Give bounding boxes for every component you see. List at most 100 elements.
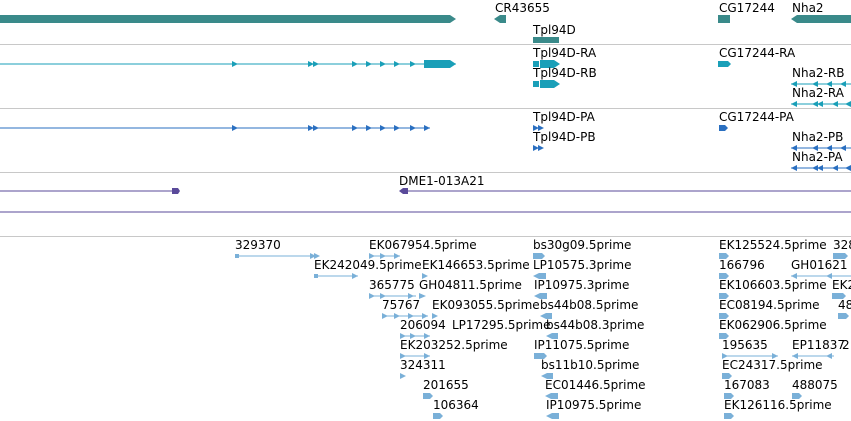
rna-label[interactable]: Tpl94D-RA <box>532 46 597 60</box>
gene-label[interactable]: Tpl94D <box>532 23 576 37</box>
est-feature[interactable] <box>369 293 416 299</box>
est-label[interactable]: EP11837 <box>792 338 845 352</box>
est-label[interactable]: 206094 <box>400 318 446 332</box>
rna-feature-tpl94d-rb[interactable] <box>533 80 560 88</box>
est-label[interactable]: EK106603.5prime <box>719 278 827 292</box>
est-label[interactable]: GH01621 <box>791 258 848 272</box>
est-feature[interactable] <box>724 393 734 399</box>
clone-feature-dme1[interactable] <box>399 188 408 194</box>
protein-feature-cg17244-pa[interactable] <box>719 125 728 131</box>
gene-feature-tpl94d[interactable] <box>533 37 559 43</box>
est-feature[interactable] <box>314 273 358 279</box>
est-feature[interactable] <box>719 293 729 299</box>
est-label[interactable]: EK093055.5prime <box>432 298 540 312</box>
est-label[interactable]: 166796 <box>719 258 765 272</box>
est-label[interactable]: 75767 <box>382 298 420 312</box>
est-label[interactable]: bs44b08.3prime <box>546 318 644 332</box>
gene-feature-cr43655[interactable] <box>494 15 506 23</box>
est-feature[interactable] <box>400 353 430 359</box>
rna-feature-tpl94d-ra[interactable] <box>533 60 560 68</box>
est-label[interactable]: EC01446.5prime <box>545 378 646 392</box>
est-feature[interactable] <box>422 273 428 279</box>
est-feature[interactable] <box>832 293 846 299</box>
rna-label[interactable]: Tpl94D-RB <box>532 66 597 80</box>
protein-label[interactable]: Nha2-PB <box>792 130 843 144</box>
est-feature[interactable] <box>382 313 428 319</box>
est-label[interactable]: EK125524.5prime <box>719 238 827 252</box>
est-feature[interactable] <box>724 413 734 419</box>
gene-feature-nha2[interactable] <box>791 15 851 23</box>
est-label[interactable]: 48 <box>838 298 851 312</box>
est-label[interactable]: 2 <box>842 338 850 352</box>
est-feature[interactable] <box>433 413 443 419</box>
est-feature[interactable] <box>534 293 547 299</box>
gene-label[interactable]: CG17244 <box>719 1 775 15</box>
est-feature[interactable] <box>540 313 552 319</box>
est-feature[interactable] <box>838 313 849 319</box>
est-label[interactable]: 488075 <box>792 378 838 392</box>
est-feature[interactable] <box>541 373 553 379</box>
est-label[interactable]: 328 <box>833 238 851 252</box>
est-label[interactable]: EK062906.5prime <box>719 318 827 332</box>
est-label[interactable]: bs11b10.5prime <box>541 358 639 372</box>
rna-feature-cg17244-ra[interactable] <box>718 61 731 67</box>
est-label[interactable]: EK242049.5prime <box>314 258 422 272</box>
est-label[interactable]: EK067954.5prime <box>369 238 477 252</box>
est-label[interactable]: GH04811.5prime <box>419 278 522 292</box>
est-feature[interactable] <box>833 253 848 259</box>
protein-feature-tpl94d-pa[interactable] <box>533 125 544 131</box>
est-feature[interactable] <box>791 273 851 279</box>
est-feature[interactable] <box>400 373 406 379</box>
est-feature[interactable] <box>432 313 438 319</box>
rna-feature-nha2-rb[interactable] <box>791 81 851 87</box>
gene-label[interactable]: CR43655 <box>495 1 550 15</box>
rna-label[interactable]: CG17244-RA <box>719 46 796 60</box>
est-label[interactable]: EK126116.5prime <box>724 398 832 412</box>
est-label[interactable]: bs44b08.5prime <box>540 298 638 312</box>
est-label[interactable]: EK146653.5prime <box>422 258 530 272</box>
est-feature[interactable] <box>369 253 400 259</box>
est-label[interactable]: 201655 <box>423 378 469 392</box>
gene-feature[interactable] <box>0 15 456 23</box>
est-label[interactable]: 167083 <box>724 378 770 392</box>
protein-label[interactable]: Nha2-PA <box>792 150 843 164</box>
est-feature[interactable] <box>719 253 729 259</box>
rna-feature-nha2-ra[interactable] <box>791 101 851 107</box>
protein-feature-tpl94d-pb[interactable] <box>533 145 544 151</box>
est-feature[interactable] <box>533 273 546 279</box>
est-feature[interactable] <box>546 333 558 339</box>
gene-feature-cg17244[interactable] <box>718 15 730 23</box>
est-label[interactable]: LP10575.3prime <box>533 258 632 272</box>
gene-label[interactable]: Nha2 <box>792 1 824 15</box>
est-feature[interactable] <box>423 393 433 399</box>
est-label[interactable]: EK2 <box>832 278 851 292</box>
clone-feature[interactable] <box>172 188 180 194</box>
est-feature[interactable] <box>792 393 802 399</box>
est-feature[interactable] <box>419 293 426 299</box>
est-label[interactable]: LP17295.5prime <box>452 318 551 332</box>
protein-label[interactable]: CG17244-PA <box>719 110 795 124</box>
est-label[interactable]: bs30g09.5prime <box>533 238 631 252</box>
protein-label[interactable]: Tpl94D-PB <box>532 130 596 144</box>
est-feature[interactable] <box>719 273 729 279</box>
est-feature[interactable] <box>792 353 834 359</box>
est-label[interactable]: 365775 <box>369 278 415 292</box>
est-feature[interactable] <box>546 413 559 419</box>
est-label[interactable]: IP10975.3prime <box>534 278 629 292</box>
est-label[interactable]: EC08194.5prime <box>719 298 820 312</box>
protein-feature-nha2-pa[interactable] <box>791 165 851 171</box>
est-label[interactable]: 195635 <box>722 338 768 352</box>
est-feature[interactable] <box>235 253 320 259</box>
est-label[interactable]: IP10975.5prime <box>546 398 641 412</box>
est-feature[interactable] <box>722 373 732 379</box>
est-feature[interactable] <box>719 333 729 339</box>
est-label[interactable]: EC24317.5prime <box>722 358 823 372</box>
est-label[interactable]: 329370 <box>235 238 281 252</box>
est-label[interactable]: IP11075.5prime <box>534 338 629 352</box>
clone-label[interactable]: DME1-013A21 <box>399 174 485 188</box>
protein-label[interactable]: Tpl94D-PA <box>532 110 596 124</box>
rna-label[interactable]: Nha2-RB <box>792 66 844 80</box>
rna-label[interactable]: Nha2-RA <box>792 86 845 100</box>
est-feature[interactable] <box>545 393 558 399</box>
est-label[interactable]: 324311 <box>400 358 446 372</box>
